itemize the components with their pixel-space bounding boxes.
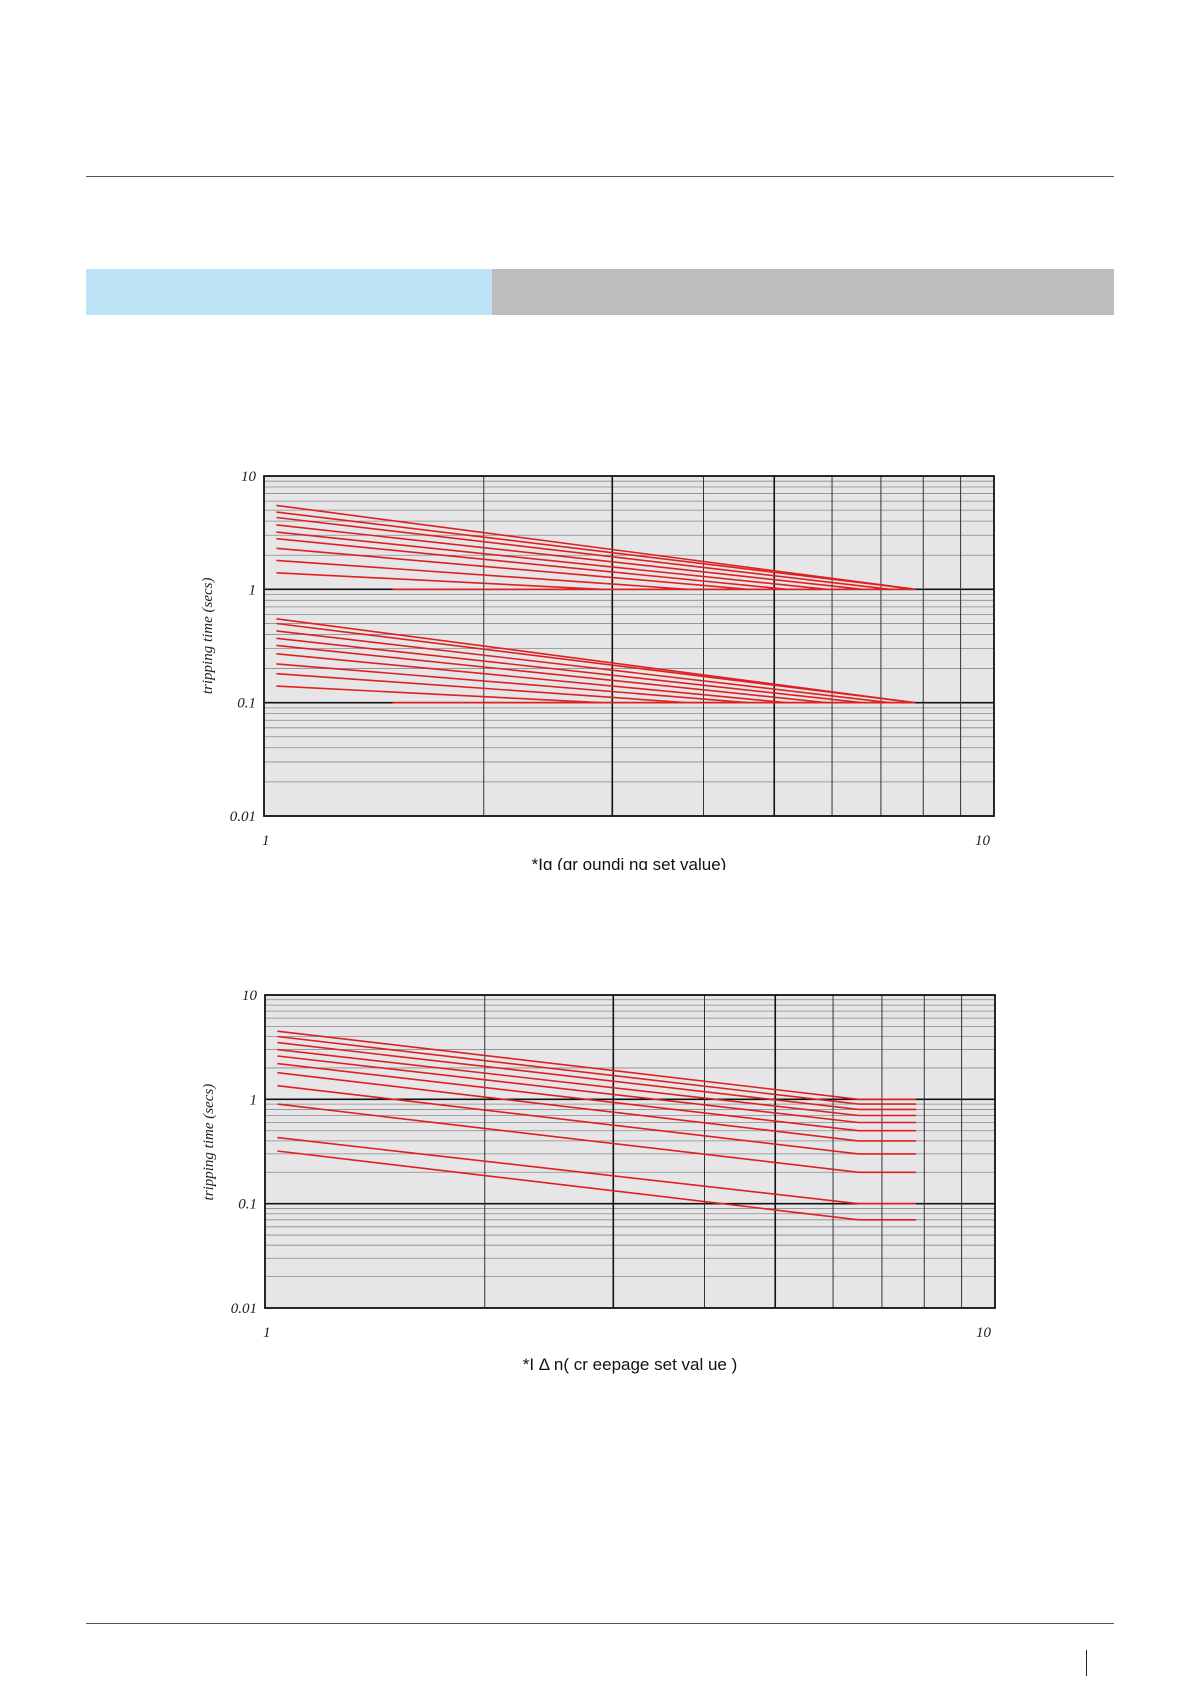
x-axis-label: *Ig (gr oundi ng set value) — [532, 855, 727, 870]
y-tick-label: 0.01 — [231, 1301, 257, 1317]
plot-frame — [264, 994, 996, 1309]
plot-area — [264, 476, 994, 816]
trip-curve-1 — [277, 1030, 917, 1101]
trip-curve-15 — [276, 644, 827, 704]
trip-curve-12 — [276, 622, 916, 704]
y-tick-label: 0.1 — [237, 696, 256, 712]
trip-curve-5 — [277, 1055, 917, 1124]
trip-curve-3 — [277, 1041, 917, 1111]
trip-curve-7 — [277, 1071, 917, 1142]
y-tick-label: 1 — [249, 582, 257, 598]
section-band-gray — [492, 269, 1114, 315]
trip-curve-7 — [276, 547, 748, 591]
trip-curve-5 — [276, 531, 827, 591]
trip-curve-19 — [276, 685, 602, 704]
trip-curve-13 — [276, 630, 890, 704]
trip-curve-8 — [277, 1084, 917, 1155]
series-group — [277, 1030, 917, 1221]
trip-curve-18 — [276, 672, 688, 704]
trip-curve-9 — [276, 572, 602, 591]
trip-curve-2 — [276, 511, 916, 591]
y-tick-label: 10 — [242, 988, 258, 1004]
trip-curve-17 — [276, 663, 748, 704]
y-axis-label: tripping time (secs) — [200, 577, 216, 694]
bottom-rule — [86, 1623, 1114, 1624]
y-tick-label: 0.1 — [238, 1197, 257, 1213]
y-axis-label: tripping time (secs) — [201, 1084, 217, 1201]
plot-area — [265, 995, 995, 1308]
top-rule — [86, 176, 1114, 177]
trip-curve-14 — [276, 637, 863, 704]
trip-curve-1 — [276, 504, 916, 591]
trip-curve-16 — [276, 653, 787, 704]
trip-curve-6 — [277, 1062, 917, 1132]
creepage-trip-chart: 10 1 0.1 0.01 1 10 tripping time (secs) *I Δ n(… — [201, 988, 996, 1374]
x-tick-label: 10 — [976, 1325, 992, 1341]
page-marker — [1086, 1650, 1087, 1676]
grounding-trip-chart: 10 1 0.1 0.01 1 10 tripping time (secs) *Ig (gr… — [200, 469, 995, 870]
y-tick-label: 1 — [250, 1092, 258, 1108]
y-tick-label: 10 — [241, 469, 257, 485]
trip-curve-4 — [277, 1048, 917, 1117]
trip-curve-3 — [276, 516, 890, 591]
x-tick-label: 1 — [262, 833, 270, 849]
section-tab-blue — [86, 269, 492, 315]
plot-frame — [263, 475, 995, 817]
series-group — [276, 504, 916, 704]
trip-curve-2 — [277, 1035, 917, 1105]
x-tick-label: 1 — [263, 1325, 271, 1341]
trip-curve-4 — [276, 524, 863, 591]
trip-curve-11 — [277, 1150, 917, 1221]
x-tick-label: 10 — [975, 833, 991, 849]
trip-curve-10 — [277, 1136, 917, 1205]
trip-curve-6 — [276, 537, 787, 591]
x-axis-label: *I Δ n( cr eepage set val ue ) — [523, 1355, 738, 1374]
y-tick-label: 0.01 — [230, 809, 256, 825]
trip-curve-8 — [276, 559, 688, 591]
trip-curve-9 — [277, 1103, 917, 1174]
